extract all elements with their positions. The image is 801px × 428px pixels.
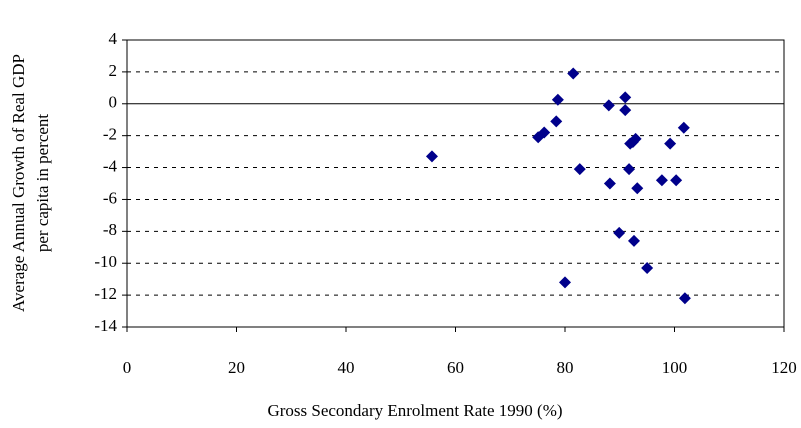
point <box>551 93 564 106</box>
y-tick-label: -12 <box>94 284 117 303</box>
x-tick-label: 40 <box>338 358 355 377</box>
point <box>573 163 586 176</box>
x-tick-label: 120 <box>771 358 797 377</box>
point <box>567 67 580 80</box>
point <box>631 182 644 195</box>
point <box>613 226 626 239</box>
point <box>627 234 640 247</box>
y-tick-label: -2 <box>103 125 117 144</box>
y-tick-label: -8 <box>103 220 117 239</box>
x-axis-title: Gross Secondary Enrolment Rate 1990 (%) <box>267 401 562 420</box>
plot-border <box>126 39 785 328</box>
point <box>619 91 632 104</box>
point <box>641 262 654 275</box>
y-tick-label: -4 <box>103 156 118 175</box>
point <box>603 177 616 190</box>
point <box>623 163 636 176</box>
x-tick-label: 60 <box>447 358 464 377</box>
x-tick-label: 100 <box>662 358 688 377</box>
point <box>619 104 632 117</box>
x-tick-label: 20 <box>228 358 245 377</box>
point <box>550 115 563 128</box>
y-tick-label: -14 <box>94 316 117 335</box>
point <box>602 99 615 112</box>
point <box>670 174 683 187</box>
y-axis-title: per capita in percent <box>33 114 52 253</box>
y-tick-label: -6 <box>103 188 117 207</box>
y-tick-label: 0 <box>109 93 118 112</box>
point <box>425 150 438 163</box>
y-tick-label: 4 <box>109 29 118 48</box>
y-tick-label: 2 <box>109 61 118 80</box>
point <box>655 174 668 187</box>
y-tick-label: -10 <box>94 252 117 271</box>
point <box>629 132 642 145</box>
point <box>538 126 551 139</box>
x-tick-label: 80 <box>557 358 574 377</box>
y-axis-title: Average Annual Growth of Real GDP <box>9 54 28 312</box>
point <box>559 276 571 289</box>
x-tick-label: 0 <box>123 358 132 377</box>
point <box>664 137 677 150</box>
point <box>678 292 691 305</box>
point <box>677 121 690 134</box>
